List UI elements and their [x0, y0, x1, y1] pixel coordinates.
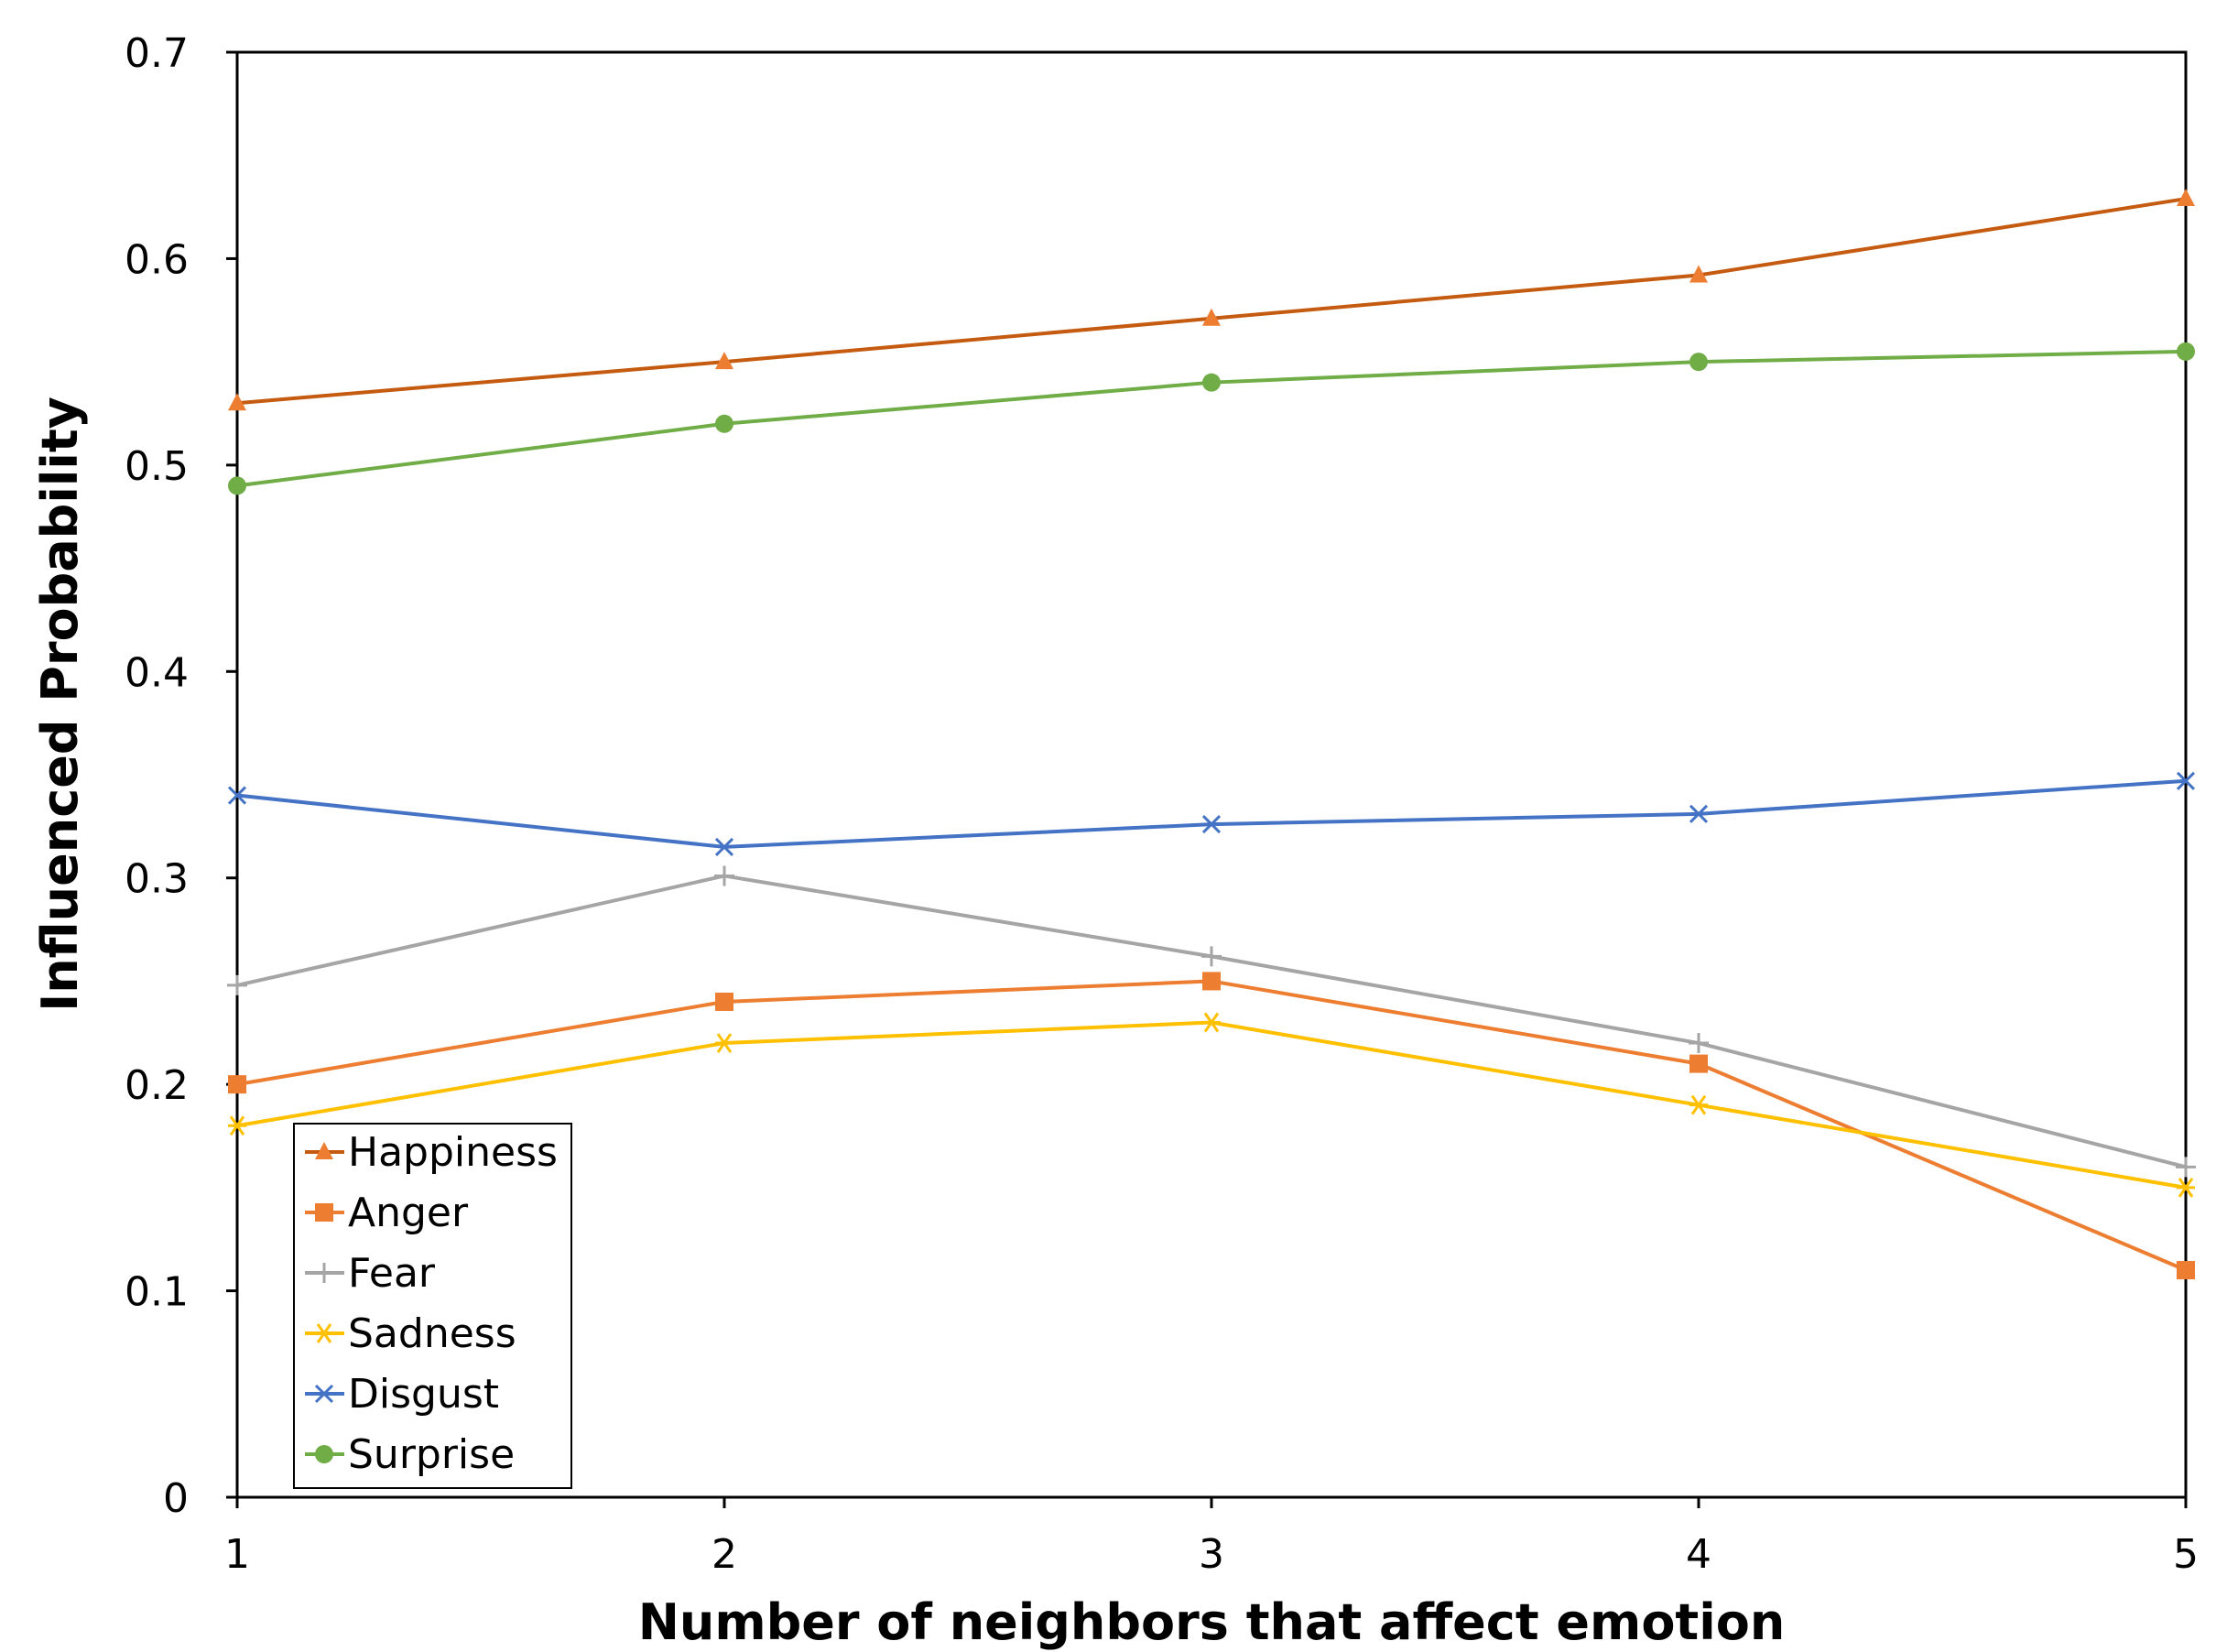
legend-sadness-marker [315, 1323, 333, 1343]
y-tick-label: 0 [163, 1475, 189, 1522]
anger-point [1689, 1054, 1708, 1073]
happiness-point [228, 393, 246, 411]
legend-sadness-label: Sadness [348, 1310, 516, 1357]
fear-point [2176, 1157, 2196, 1178]
surprise-point [1689, 353, 1708, 372]
anger-point [715, 992, 733, 1011]
legend-anger-marker [315, 1203, 333, 1222]
fear-point [1201, 946, 1222, 967]
y-tick-label: 0.1 [125, 1269, 189, 1316]
fear-point [714, 865, 734, 886]
y-tick-label: 0.7 [125, 30, 189, 77]
y-tick-label: 0.3 [125, 856, 189, 903]
disgust-point [2176, 771, 2196, 790]
anger-point [228, 1075, 246, 1094]
surprise-point [228, 476, 246, 495]
surprise-point [1202, 373, 1221, 392]
anger-point [2177, 1261, 2195, 1280]
x-tick-label: 2 [712, 1531, 737, 1578]
disgust-point [227, 786, 247, 805]
happiness-point [1689, 265, 1708, 283]
legend-happiness-marker [315, 1142, 333, 1159]
sadness-point [715, 1033, 733, 1053]
legend-surprise-label: Surprise [348, 1431, 515, 1478]
happiness-point [1202, 308, 1221, 326]
y-tick-label: 0.4 [125, 649, 189, 696]
y-axis-title: Influenced Probability [31, 397, 89, 1012]
legend-fear-label: Fear [348, 1250, 436, 1297]
sadness-point [1689, 1094, 1708, 1115]
legend-box [293, 1123, 572, 1489]
series-markers [227, 189, 2196, 1280]
surprise-point [715, 414, 733, 433]
y-tick-label: 0.6 [125, 236, 189, 283]
disgust-point [1689, 804, 1709, 823]
fear-point [1689, 1033, 1709, 1054]
fear-point [227, 974, 247, 995]
happiness-point [2177, 189, 2195, 207]
x-axis-ticks: 1 2 3 4 5 [224, 1497, 2199, 1578]
legend-surprise-marker [315, 1445, 333, 1463]
happiness-point [715, 352, 733, 370]
surprise-point [2177, 342, 2195, 361]
disgust-point [1201, 815, 1222, 834]
sadness-point [2177, 1177, 2195, 1198]
sadness-point [1202, 1012, 1221, 1033]
legend-disgust-marker [314, 1384, 334, 1404]
legend-happiness-label: Happiness [348, 1129, 558, 1176]
x-tick-label: 4 [1686, 1531, 1711, 1578]
y-tick-label: 0.5 [125, 443, 189, 490]
x-tick-label: 1 [224, 1531, 250, 1578]
x-tick-label: 5 [2173, 1531, 2199, 1578]
y-axis-ticks: 0 0.1 0.2 0.3 0.4 0.5 0.6 0.7 [125, 30, 237, 1522]
legend: Happiness Anger Fear Sadness Disgust Surprise [293, 1123, 572, 1489]
legend-fear-marker [314, 1263, 334, 1283]
x-axis-title: Number of neighbors that affect emotion [638, 1593, 1786, 1651]
sadness-point [228, 1115, 246, 1136]
legend-disgust-label: Disgust [348, 1371, 499, 1418]
legend-anger-label: Anger [348, 1190, 469, 1236]
disgust-point [714, 837, 734, 856]
x-tick-label: 3 [1199, 1531, 1224, 1578]
y-tick-label: 0.2 [125, 1062, 189, 1109]
anger-point [1202, 972, 1221, 991]
